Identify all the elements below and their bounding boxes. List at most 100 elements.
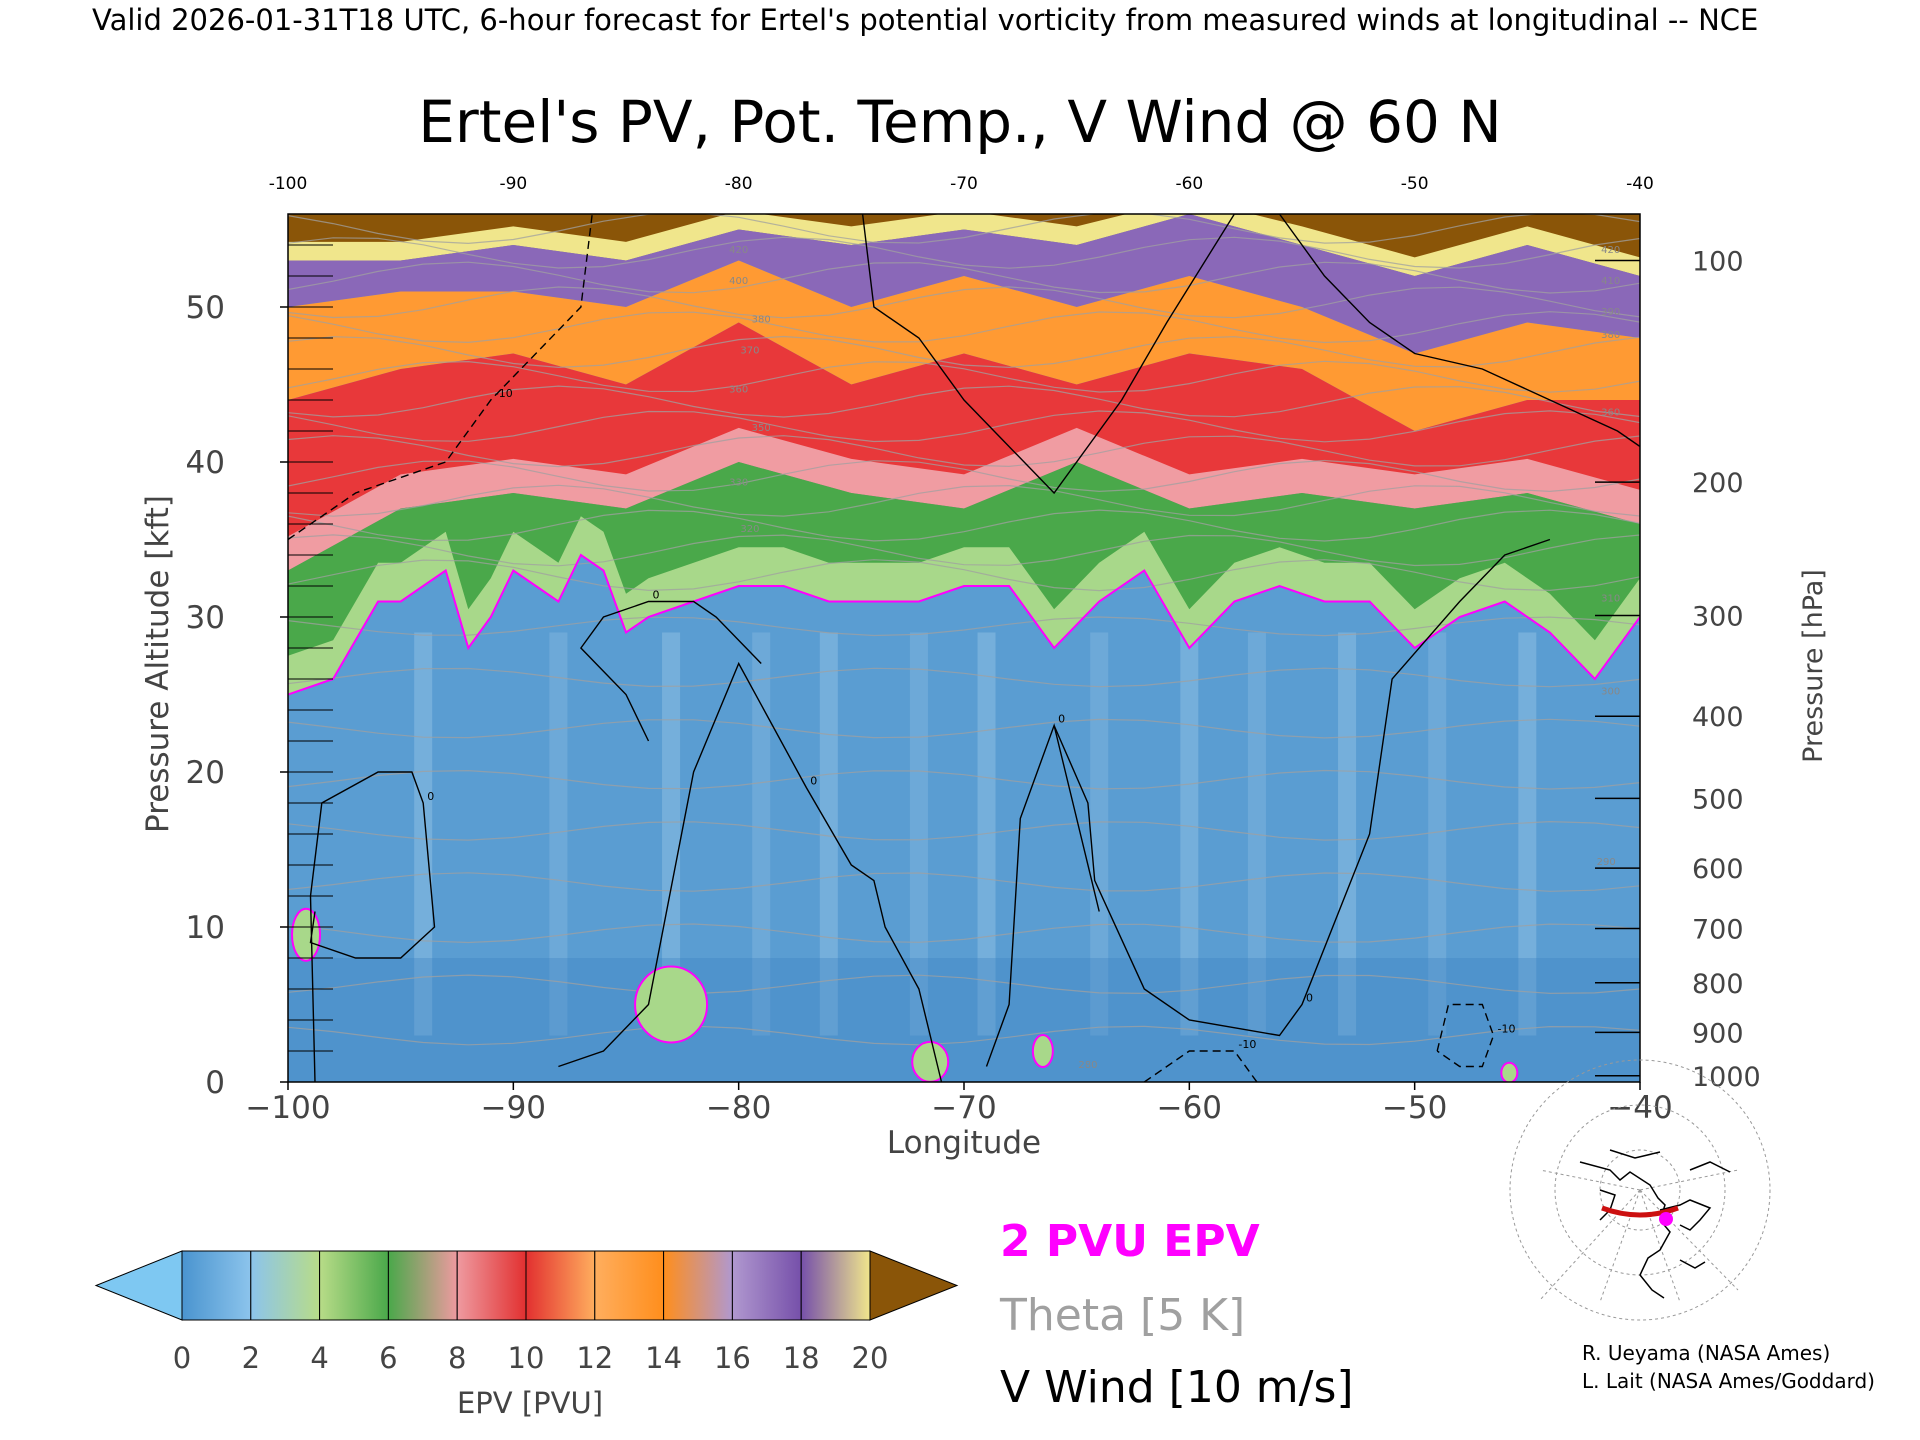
pressure-tick-label: 600 xyxy=(1692,854,1744,885)
y2-axis-label: Pressure [hPa] xyxy=(1798,569,1829,763)
theta-contour xyxy=(288,872,1640,892)
epv-streak xyxy=(819,632,838,1036)
theta-contour-label: 280 xyxy=(1078,1060,1097,1071)
epv-streak xyxy=(752,632,771,1036)
theta-contour-label: 400 xyxy=(729,276,748,287)
credit-line-1: R. Ueyama (NASA Ames) xyxy=(1582,1341,1830,1365)
colorbar-under-arrow xyxy=(94,1250,183,1321)
legend-2pvu: 2 PVU EPV xyxy=(1000,1216,1260,1267)
pressure-tick-label: 500 xyxy=(1692,784,1744,815)
section-line xyxy=(1601,1205,1679,1218)
colorbar-tick-label: 16 xyxy=(714,1341,751,1375)
theta-contour xyxy=(288,559,1640,592)
theta-contour-label: 300 xyxy=(1601,687,1620,698)
y-tick-label: 20 xyxy=(186,755,225,791)
v-wind-contour xyxy=(558,661,943,1082)
y-axis-label: Pressure Altitude [kft] xyxy=(140,495,176,833)
v-wind-contour-label: 0 xyxy=(1058,713,1065,726)
theta-contour xyxy=(288,435,1640,468)
theta-contour-label: 290 xyxy=(1597,857,1616,868)
theta-contour-label: 360 xyxy=(729,384,748,395)
x-tick-label: −80 xyxy=(706,1090,771,1126)
colorbar-tick-label: 12 xyxy=(576,1341,613,1375)
v-wind-contour xyxy=(985,723,1100,1067)
pv-2pvu-blob xyxy=(911,1040,950,1082)
pressure-tick-label: 100 xyxy=(1692,247,1744,278)
v-wind-contour-label: 0 xyxy=(653,589,660,602)
colorbar-segment xyxy=(181,1250,252,1321)
theta-contour xyxy=(288,410,1640,443)
epv-streak xyxy=(1090,632,1109,1036)
top-x-tick-label: -100 xyxy=(269,174,308,194)
epv-band-14-18 xyxy=(288,214,1640,354)
top-x-tick-label: -60 xyxy=(1175,174,1203,194)
locator-map xyxy=(1509,1059,1771,1321)
heatmap-field: 420 400 380 370 360 350 330 320 420 410 390 380 360 3… xyxy=(288,214,1640,1082)
theta-contour xyxy=(288,974,1640,995)
y-tick-label: 50 xyxy=(186,290,225,326)
theta-contour xyxy=(288,718,1640,739)
x-tick-label: −70 xyxy=(931,1090,996,1126)
legend: 2 PVU EPV Theta [5 K] V Wind [10 m/s] xyxy=(999,1216,1354,1413)
theta-contour xyxy=(288,820,1640,841)
theta-contour xyxy=(288,769,1640,790)
x-tick-label: −60 xyxy=(1157,1090,1222,1126)
pressure-tick-label: 700 xyxy=(1692,915,1744,946)
theta-contour-label: 320 xyxy=(740,524,759,535)
theta-contour xyxy=(288,286,1640,319)
x-tick-label: −90 xyxy=(481,1090,546,1126)
pv-2pvu-blob xyxy=(1500,1061,1519,1082)
epv-streak xyxy=(414,632,433,1036)
theta-contour xyxy=(288,385,1640,418)
colorbar-segment xyxy=(594,1250,665,1321)
theta-contour xyxy=(288,459,1640,493)
v-wind-contour-label: -10 xyxy=(495,387,513,400)
pressure-tick-label: 1000 xyxy=(1692,1062,1761,1093)
x-tick-label: −40 xyxy=(1607,1090,1672,1126)
v-wind-contour-label: -10 xyxy=(1238,1038,1256,1051)
pressure-tick-label: 400 xyxy=(1692,702,1744,733)
credit-line-2: L. Lait (NASA Ames/Goddard) xyxy=(1582,1369,1875,1393)
theta-contour-label: 350 xyxy=(752,423,771,434)
epv-streak xyxy=(662,632,681,1036)
theta-contour xyxy=(288,1025,1640,1046)
pressure-tick-label: 200 xyxy=(1692,468,1744,499)
epv-streak xyxy=(1338,632,1357,1036)
pressure-tick-label: 900 xyxy=(1692,1018,1744,1049)
epv-streak xyxy=(909,632,928,1036)
v-wind-contour xyxy=(1143,1050,1258,1082)
theta-contour xyxy=(288,360,1640,393)
epv-streak xyxy=(1518,632,1537,1036)
theta-contour xyxy=(288,484,1640,517)
theta-contour xyxy=(288,534,1640,567)
v-wind-contour xyxy=(861,214,1640,495)
pv-2pvu-blob xyxy=(1031,1034,1054,1068)
colorbar-tick-label: 18 xyxy=(783,1341,820,1375)
top-x-tick-label: -70 xyxy=(950,174,978,194)
theta-contour-label: 410 xyxy=(1601,276,1620,287)
pv-2pvu-blob xyxy=(634,965,709,1044)
colorbar-tick-label: 14 xyxy=(645,1341,682,1375)
theta-contour xyxy=(288,311,1640,344)
legend-theta: Theta [5 K] xyxy=(999,1290,1245,1341)
theta-contour xyxy=(288,923,1640,944)
top-x-tick-label: -50 xyxy=(1401,174,1429,194)
epv-streak xyxy=(1180,632,1199,1036)
colorbar-tick-label: 4 xyxy=(310,1341,328,1375)
theta-contour-label: 370 xyxy=(740,346,759,357)
top-x-tick-label: -90 xyxy=(499,174,527,194)
colorbar-segment xyxy=(250,1250,321,1321)
colorbar-segment xyxy=(731,1250,802,1321)
colorbar-tick-label: 10 xyxy=(508,1341,545,1375)
x-tick-label: −50 xyxy=(1382,1090,1447,1126)
colorbar: 0 2 4 6 8 10 12 14 16 18 20 xyxy=(94,1250,959,1375)
x-tick-label: −100 xyxy=(245,1090,330,1126)
colorbar-segment xyxy=(525,1250,596,1321)
pressure-tick-label: 300 xyxy=(1692,601,1744,632)
top-x-tick-label: -40 xyxy=(1626,174,1654,194)
v-wind-contour xyxy=(579,600,762,742)
theta-contour xyxy=(288,509,1640,542)
theta-contour-label: 330 xyxy=(729,477,748,488)
colorbar-segment xyxy=(319,1250,389,1321)
